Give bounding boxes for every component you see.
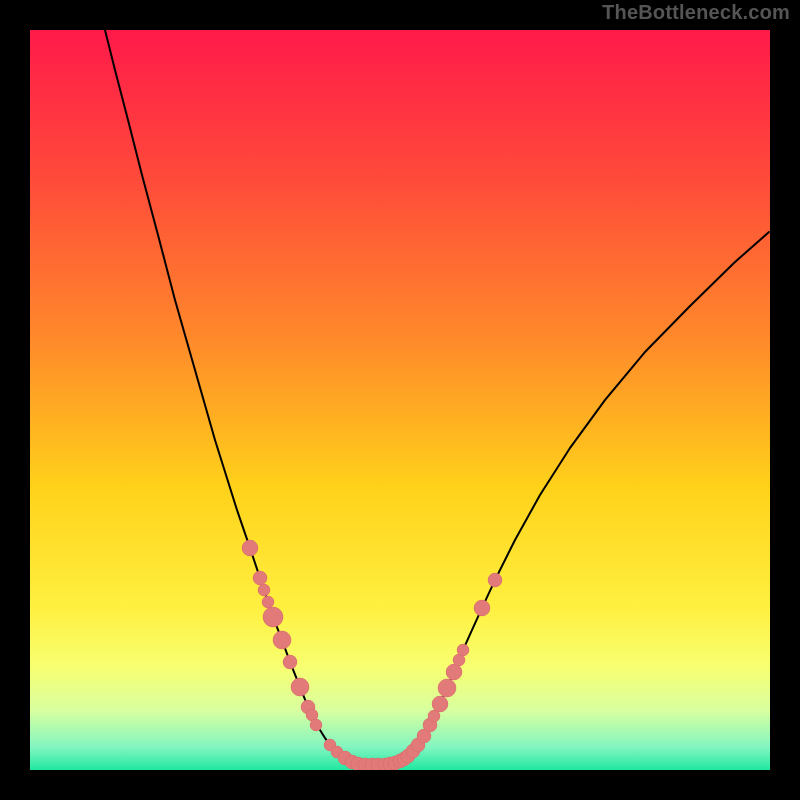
bottleneck-chart: [0, 0, 800, 800]
data-marker: [446, 664, 462, 680]
chart-container: TheBottleneck.com: [0, 0, 800, 800]
data-marker: [291, 678, 309, 696]
data-marker: [283, 655, 297, 669]
data-marker: [253, 571, 267, 585]
data-marker: [262, 596, 274, 608]
data-marker: [457, 644, 469, 656]
plot-gradient-background: [30, 30, 770, 770]
data-marker: [263, 607, 283, 627]
watermark-text: TheBottleneck.com: [602, 2, 790, 25]
data-marker: [310, 719, 322, 731]
data-marker: [474, 600, 490, 616]
data-marker: [438, 679, 456, 697]
data-marker: [258, 584, 270, 596]
data-marker: [242, 540, 258, 556]
data-marker: [488, 573, 502, 587]
data-marker: [432, 696, 448, 712]
data-marker: [273, 631, 291, 649]
